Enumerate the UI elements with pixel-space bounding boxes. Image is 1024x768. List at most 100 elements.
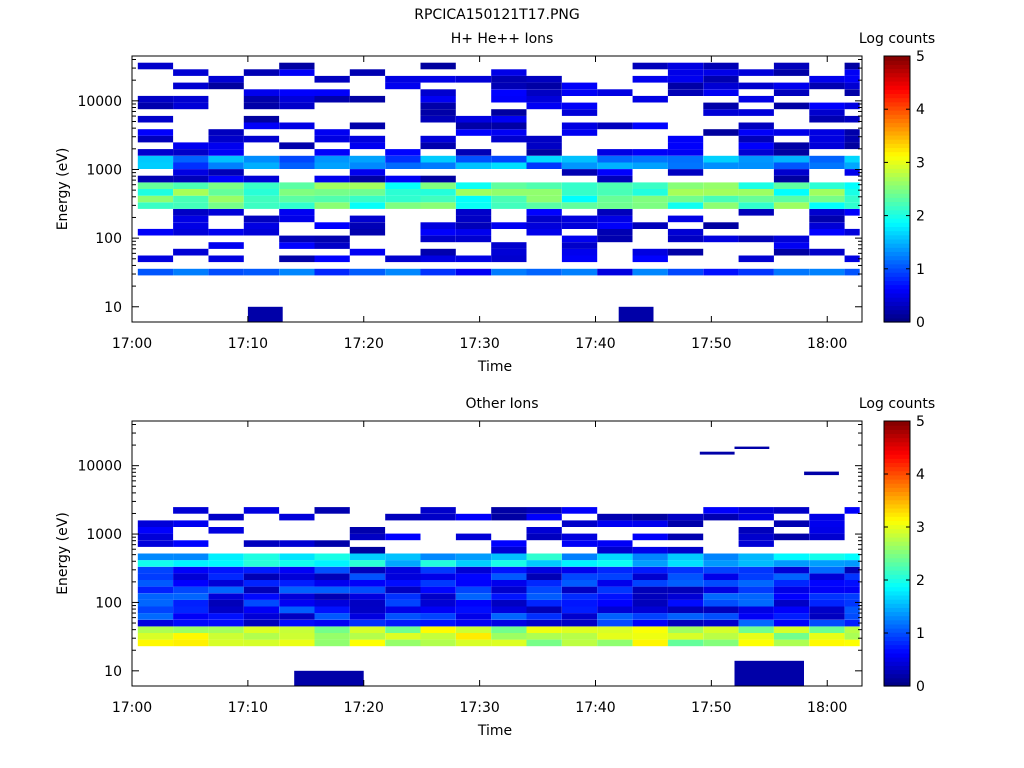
spectrogram-cell (703, 182, 739, 189)
spectrogram-cell (632, 222, 668, 229)
colorbar-segment (884, 226, 910, 232)
colorbar-segment (884, 72, 910, 78)
spectrogram-cell (561, 639, 598, 647)
spectrogram-cell (809, 142, 845, 150)
spectrogram-cell (773, 235, 810, 243)
spectrogram-cell (773, 507, 810, 514)
spectrogram-cell (597, 626, 633, 633)
spectrogram-cell (243, 95, 280, 103)
spectrogram-cell (420, 175, 456, 183)
spectrogram-cell (420, 593, 456, 600)
spectrogram-cell (667, 566, 704, 574)
spectrogram-cell (809, 129, 845, 136)
spectrogram-cell (137, 573, 174, 580)
colorbar-segment (884, 491, 910, 497)
spectrogram-cell (279, 155, 315, 163)
x-tick-label: 17:40 (575, 336, 615, 352)
colorbar-segment (884, 247, 910, 252)
spectrogram-cell (243, 566, 280, 574)
spectrogram-cell (561, 222, 598, 229)
colorbar-segment (884, 105, 910, 111)
colorbar-segment (884, 586, 910, 592)
spectrogram-cell (561, 520, 598, 527)
spectrogram-cell (809, 633, 845, 640)
spectrogram-cell (667, 560, 704, 567)
spectrogram-cell (455, 195, 492, 203)
spectrogram-cell (294, 670, 364, 686)
colorbar-segment (884, 520, 910, 526)
spectrogram-cell (455, 149, 492, 156)
colorbar-segment (884, 557, 910, 563)
colorbar-segment (884, 172, 910, 178)
spectrogram-cell (632, 62, 668, 70)
spectrogram-cell (597, 580, 633, 587)
spectrogram-cell (703, 195, 739, 203)
spectrogram-cell (420, 639, 456, 647)
spectrogram-cell (208, 242, 244, 249)
spectrogram-cell (491, 248, 527, 256)
spectrogram-cell (844, 62, 860, 70)
spectrogram-cell (526, 162, 562, 169)
colorbar-segment (884, 652, 910, 658)
spectrogram-cell (632, 626, 668, 633)
spectrogram-cell (809, 155, 845, 163)
spectrogram-cell (314, 580, 350, 587)
colorbar-segment (884, 565, 910, 571)
spectrogram-cell (137, 149, 174, 156)
spectrogram-cell (738, 639, 774, 647)
spectrogram-cell (455, 155, 492, 163)
colorbar-segment (884, 665, 910, 671)
spectrogram-cell (844, 228, 860, 236)
spectrogram-cell (349, 175, 386, 183)
spectrogram-cell (667, 248, 704, 256)
spectrogram-cell (173, 82, 209, 90)
spectrogram-cell (738, 540, 774, 547)
spectrogram-cell (809, 520, 845, 527)
spectrogram-cell (243, 507, 280, 514)
colorbar-segment (884, 230, 910, 236)
spectrogram-cell (279, 513, 315, 521)
colorbar-segment (884, 483, 910, 488)
spectrogram-cell (208, 129, 244, 136)
spectrogram-cell (809, 109, 845, 116)
spectrogram-cell (703, 586, 739, 594)
spectrogram-cell (526, 155, 562, 163)
spectrogram-cell (349, 566, 386, 574)
y-tick-label: 10 (104, 300, 122, 316)
spectrogram-cell (597, 222, 633, 229)
spectrogram-cell (279, 586, 315, 594)
spectrogram-cell (809, 222, 845, 229)
spectrogram-cell (667, 195, 704, 203)
spectrogram-cell (561, 169, 598, 176)
spectrogram-cell (597, 89, 633, 96)
spectrogram-cell (137, 228, 174, 236)
colorbar-segment (884, 251, 910, 257)
spectrogram-cell (844, 606, 860, 614)
colorbar-segment (884, 168, 910, 173)
x-tick-label: 17:40 (575, 700, 615, 716)
spectrogram-cell (385, 613, 421, 620)
spectrogram-cell (137, 599, 174, 607)
spectrogram-cell (173, 189, 209, 196)
spectrogram-cell (349, 169, 386, 176)
spectrogram-cell (420, 162, 456, 169)
spectrogram-cell (349, 546, 386, 554)
spectrogram-cell (208, 566, 244, 574)
spectrogram-cell (349, 599, 386, 607)
spectrogram-cell (420, 553, 456, 561)
spectrogram-cell (561, 268, 598, 276)
spectrogram-cell (738, 527, 774, 534)
spectrogram-cell (491, 155, 527, 163)
spectrogram-cell (314, 182, 350, 189)
spectrogram-cell (420, 619, 456, 627)
colorbar-segment (884, 462, 910, 468)
spectrogram-cell (667, 513, 704, 521)
spectrogram-cell (561, 580, 598, 587)
spectrogram-cell (844, 102, 860, 110)
spectrogram-cell (738, 122, 774, 130)
spectrogram-cell (526, 619, 562, 627)
spectrogram-cell (632, 189, 668, 196)
spectrogram-cell (703, 613, 739, 620)
spectrogram-cell (597, 202, 633, 209)
spectrogram-cell (597, 613, 633, 620)
